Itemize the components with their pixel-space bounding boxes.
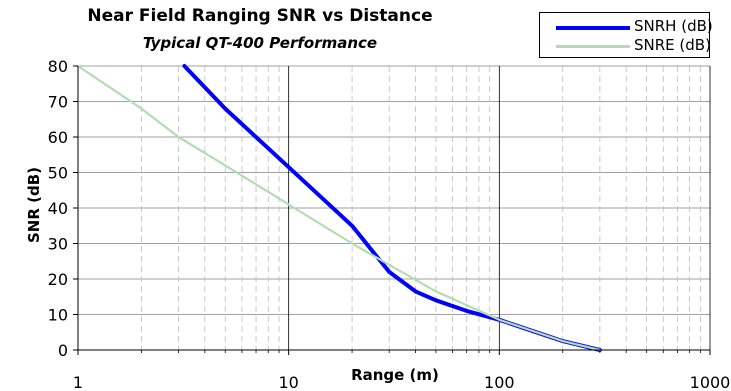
x-tick-label: 100 [484, 373, 515, 391]
legend-label-snrh: SNRH (dB) [634, 17, 713, 35]
y-tick-label: 40 [48, 199, 68, 218]
grid [78, 66, 710, 350]
chart-title: Near Field Ranging SNR vs Distance [80, 6, 440, 26]
y-tick-label: 70 [48, 93, 68, 112]
legend-label-snre: SNRE (dB) [634, 36, 711, 54]
chart-subtitle: Typical QT-400 Performance [80, 34, 440, 52]
y-axis-label: SNR (dB) [25, 165, 43, 245]
y-tick-label: 50 [48, 164, 68, 183]
x-tick-label: 1 [73, 373, 83, 391]
legend: SNRH (dB) SNRE (dB) [539, 12, 710, 58]
legend-item-snre: SNRE (dB) [540, 36, 711, 56]
axes [73, 66, 710, 355]
y-tick-label: 10 [48, 306, 68, 325]
x-tick-label: 1000 [690, 373, 731, 391]
y-tick-label: 80 [48, 57, 68, 76]
x-axis-label: Range (m) [330, 366, 460, 384]
legend-swatch-snre [556, 45, 630, 48]
y-tick-label: 0 [58, 341, 68, 360]
y-tick-label: 60 [48, 128, 68, 147]
y-tick-label: 20 [48, 270, 68, 289]
legend-swatch-snrh [556, 26, 630, 30]
y-tick-label: 30 [48, 235, 68, 254]
x-tick-label: 10 [278, 373, 298, 391]
legend-item-snrh: SNRH (dB) [540, 17, 711, 37]
